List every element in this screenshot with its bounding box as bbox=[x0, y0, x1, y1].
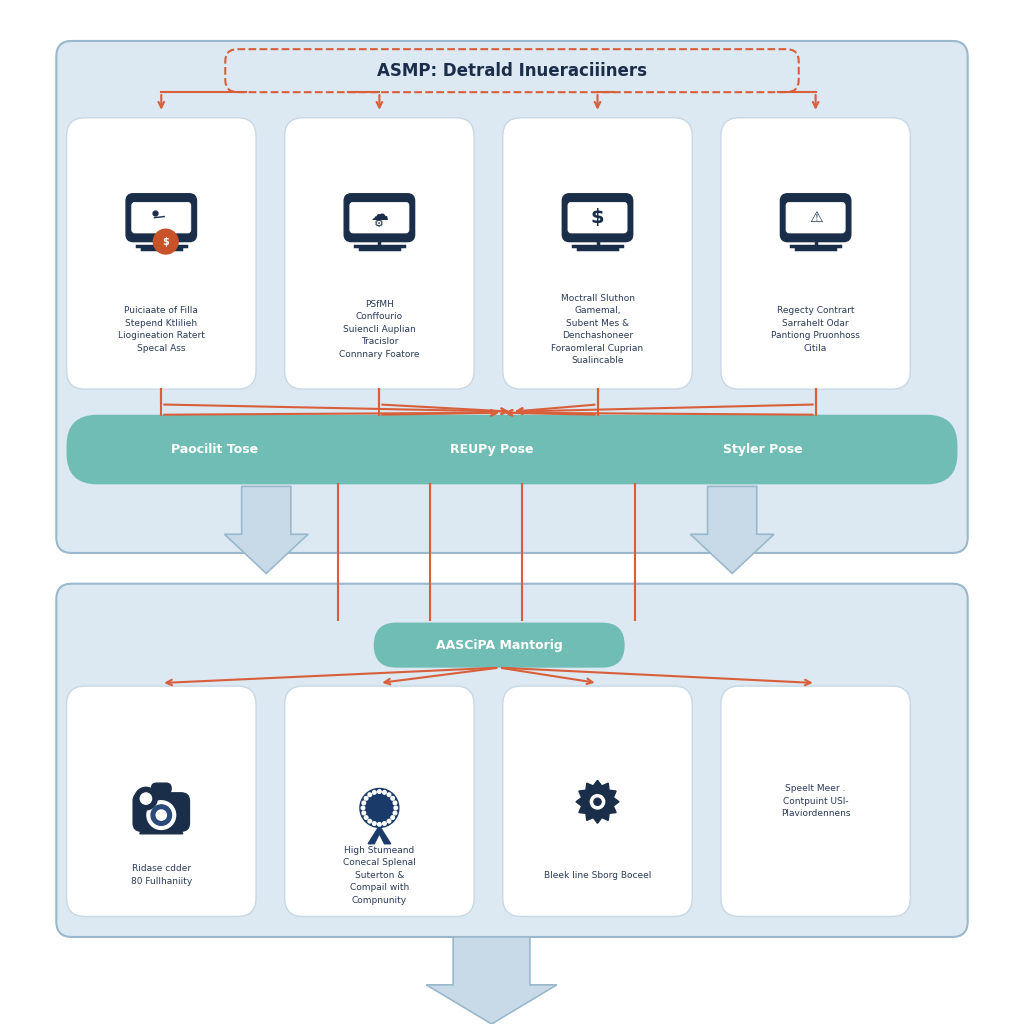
Circle shape bbox=[373, 821, 376, 825]
Circle shape bbox=[154, 229, 178, 254]
Text: Ridase cdder
80 Fullhaniity: Ridase cdder 80 Fullhaniity bbox=[131, 864, 191, 886]
Text: REUPy Pose: REUPy Pose bbox=[450, 443, 534, 456]
FancyBboxPatch shape bbox=[374, 623, 625, 668]
Text: High Stumeand
Conecal Splenal
Suterton &
Compail with
Compnunity: High Stumeand Conecal Splenal Suterton &… bbox=[343, 846, 416, 904]
Polygon shape bbox=[369, 825, 391, 844]
FancyBboxPatch shape bbox=[67, 415, 957, 484]
Text: ASMP: Detrald Inueraciiiners: ASMP: Detrald Inueraciiiners bbox=[377, 61, 647, 80]
Text: AASCiPA Mantorig: AASCiPA Mantorig bbox=[436, 639, 562, 651]
Circle shape bbox=[393, 801, 396, 805]
FancyBboxPatch shape bbox=[780, 194, 851, 242]
Text: Styler Pose: Styler Pose bbox=[723, 443, 803, 456]
FancyBboxPatch shape bbox=[225, 49, 799, 92]
Circle shape bbox=[594, 799, 601, 805]
Circle shape bbox=[135, 787, 158, 810]
Text: ⚠: ⚠ bbox=[809, 210, 822, 225]
Circle shape bbox=[383, 821, 386, 825]
Text: Paocilit Tose: Paocilit Tose bbox=[171, 443, 259, 456]
Circle shape bbox=[156, 810, 166, 820]
FancyBboxPatch shape bbox=[350, 203, 409, 233]
Text: Bleek line Sborg Boceel: Bleek line Sborg Boceel bbox=[544, 870, 651, 880]
Text: Regecty Contrart
Sarrahelt Odar
Pantiong Pruonhoss
Citila: Regecty Contrart Sarrahelt Odar Pantiong… bbox=[771, 306, 860, 352]
Text: Puiciaate of Filla
Stepend Ktlilieh
Liogineation Ratert
Specal Ass: Puiciaate of Filla Stepend Ktlilieh Liog… bbox=[118, 306, 205, 352]
FancyBboxPatch shape bbox=[56, 41, 968, 553]
FancyBboxPatch shape bbox=[285, 686, 474, 916]
Text: $: $ bbox=[163, 237, 169, 247]
Text: PSfMH
Conffourio
Suiencli Auplian
Tracislor
Connnary Foatore: PSfMH Conffourio Suiencli Auplian Tracis… bbox=[339, 300, 420, 359]
Circle shape bbox=[365, 797, 368, 800]
FancyBboxPatch shape bbox=[133, 793, 189, 831]
Circle shape bbox=[368, 819, 372, 823]
FancyBboxPatch shape bbox=[503, 686, 692, 916]
Circle shape bbox=[383, 791, 386, 795]
FancyBboxPatch shape bbox=[132, 203, 190, 233]
Circle shape bbox=[362, 801, 366, 805]
Circle shape bbox=[387, 819, 391, 823]
FancyBboxPatch shape bbox=[126, 194, 197, 242]
Circle shape bbox=[365, 816, 368, 819]
FancyBboxPatch shape bbox=[721, 118, 910, 389]
Text: ⚙: ⚙ bbox=[375, 219, 384, 229]
FancyBboxPatch shape bbox=[562, 194, 633, 242]
Text: Moctrall Sluthon
Gamemal,
Subent Mes &
Denchashoneer
Foraomleral Cuprian
Sualinc: Moctrall Sluthon Gamemal, Subent Mes & D… bbox=[552, 294, 643, 366]
FancyBboxPatch shape bbox=[786, 203, 845, 233]
Circle shape bbox=[393, 811, 396, 815]
Circle shape bbox=[361, 806, 365, 810]
FancyBboxPatch shape bbox=[67, 686, 256, 916]
FancyBboxPatch shape bbox=[56, 584, 968, 937]
FancyBboxPatch shape bbox=[285, 118, 474, 389]
FancyBboxPatch shape bbox=[67, 118, 256, 389]
Circle shape bbox=[373, 791, 376, 795]
FancyBboxPatch shape bbox=[152, 783, 171, 794]
Circle shape bbox=[140, 793, 152, 804]
Circle shape bbox=[369, 797, 391, 819]
FancyBboxPatch shape bbox=[568, 203, 627, 233]
Circle shape bbox=[147, 801, 176, 829]
Text: Speelt Meer .
Contpuint USI-
Plaviordennens: Speelt Meer . Contpuint USI- Plaviordenn… bbox=[781, 784, 850, 818]
Polygon shape bbox=[690, 486, 774, 573]
Circle shape bbox=[378, 822, 381, 826]
FancyBboxPatch shape bbox=[721, 686, 910, 916]
FancyBboxPatch shape bbox=[344, 194, 415, 242]
Polygon shape bbox=[224, 486, 308, 573]
Polygon shape bbox=[139, 821, 182, 834]
Circle shape bbox=[368, 793, 372, 797]
Text: $: $ bbox=[591, 208, 604, 227]
Circle shape bbox=[391, 816, 394, 819]
Circle shape bbox=[378, 790, 381, 794]
Circle shape bbox=[590, 795, 604, 809]
Polygon shape bbox=[575, 780, 618, 823]
Circle shape bbox=[360, 788, 399, 827]
Circle shape bbox=[394, 806, 397, 810]
Circle shape bbox=[387, 793, 391, 797]
FancyBboxPatch shape bbox=[503, 118, 692, 389]
Polygon shape bbox=[426, 937, 557, 1024]
Circle shape bbox=[151, 805, 172, 825]
Text: ☁: ☁ bbox=[371, 206, 388, 224]
Circle shape bbox=[362, 811, 366, 815]
Circle shape bbox=[391, 797, 394, 800]
